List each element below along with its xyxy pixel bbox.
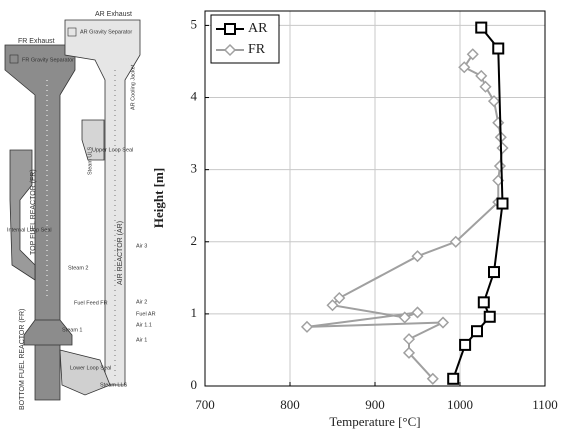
data-point [459,338,472,351]
x-tick-label: 1100 [532,397,558,412]
y-tick-label: 2 [191,233,198,248]
diagram-label: Steam 2 [68,265,88,271]
data-point [447,372,460,385]
data-point [411,306,424,319]
data-point [398,311,411,324]
y-tick-label: 1 [191,305,198,320]
diagram-label: Steam LLS [100,382,128,388]
data-point [477,296,490,309]
y-tick-label: 5 [191,16,198,31]
x-tick-label: 800 [280,397,300,412]
legend [210,14,280,64]
data-point [496,141,509,155]
data-point [333,291,346,305]
x-tick-label: 1000 [447,397,473,412]
data-point [475,21,488,34]
y-tick-label: 0 [191,377,198,392]
diagram-label: Air 2 [136,299,147,305]
data-point [300,320,314,333]
y-tick-label: 3 [191,161,198,176]
data-point [466,48,479,61]
data-point [426,372,439,385]
diagram-label: FR Exhaust [18,38,55,45]
series-line [306,53,504,380]
x-tick-label: 700 [195,397,215,412]
data-point [436,316,450,329]
diagram-label: BOTTOM FUEL REACTOR (FR) [19,309,26,410]
upper-loop-seal [81,119,105,161]
internal-loop-seal [9,149,36,281]
fr-exhaust-port [9,54,19,64]
data-point [402,346,416,359]
chart: Temperature [°C] Height [m] 700 800 900 100… [151,10,558,429]
diagram-label: AIR REACTOR (AR) [117,221,124,285]
lower-loop-seal [59,349,111,396]
data-point [475,69,488,82]
y-axis-label: Height [m] [151,168,166,228]
data-point [483,310,496,323]
data-point [326,299,339,312]
diagram-label: Lower Loop Seal [70,365,111,371]
ar-exhaust-port [67,27,77,37]
diagram-label: Upper Loop Seal [92,147,133,153]
legend-label: FR [248,42,266,57]
plot-frame [204,10,546,387]
data-point [496,197,509,210]
y-tick-label: 4 [191,89,198,104]
data-point [458,61,471,74]
data-point [402,333,416,346]
diagram-label: Internal Loop Seal [7,227,52,233]
bottom-reactor [23,319,73,346]
diagram-label: Air 1 [136,337,147,343]
diagram-label: Air 3 [136,243,147,249]
data-point [479,80,492,93]
diagram-label: AR Cooling Jacket [130,64,136,110]
data-point [449,235,462,248]
data-point [471,325,483,338]
diagram-label: Fuel AR [136,311,156,317]
air-reactor [64,19,141,386]
diagram-label: Steam ULS [87,147,93,175]
diagram-label: Air 1.1 [136,322,152,328]
data-point [487,95,501,108]
data-point [411,250,424,263]
diagram-label: Steam 1 [62,327,82,333]
diagram-label: AR Gravity Separator [80,29,132,35]
reactor-diagram: AR Exhaust FR Exhaust FR Gravity Separat… [4,11,156,410]
diagram-label: TOP FUEL REACTOR (FR) [30,169,37,255]
legend-marker [223,43,237,57]
legend-label: AR [248,21,268,36]
diagram-label: Fuel Feed FR [74,300,108,306]
diagram-label: AR Exhaust [95,11,132,18]
x-axis-label: Temperature [°C] [329,414,420,429]
x-tick-label: 900 [365,397,385,412]
legend-marker [224,23,236,35]
diagram-label: FR Gravity Separator [22,57,74,63]
data-point [492,116,505,129]
data-point [488,266,500,279]
data-point [492,42,505,55]
